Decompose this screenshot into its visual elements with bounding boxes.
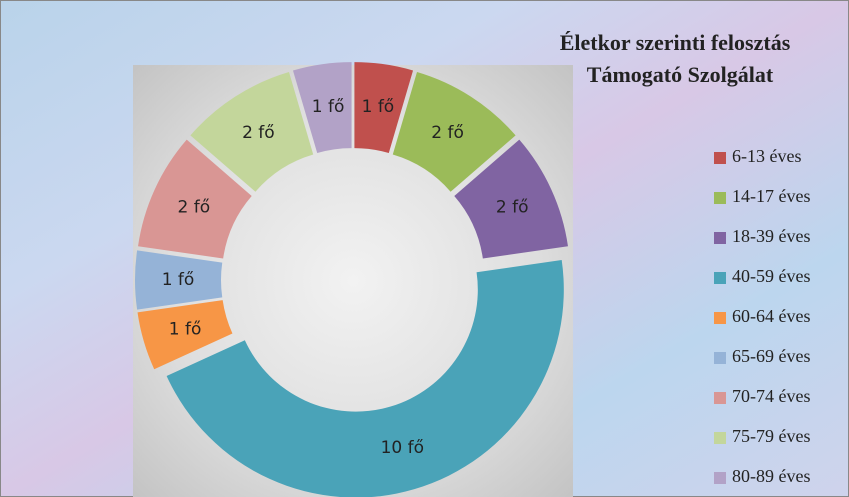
legend-label: 18-39 éves: [732, 226, 810, 246]
legend-swatch: [714, 272, 726, 284]
legend-swatch: [714, 232, 726, 244]
chart-title: Életkor szerinti felosztás: [560, 30, 791, 55]
data-label: 2 fő: [431, 123, 464, 143]
donut-segment: [166, 259, 564, 497]
donut-segment: [292, 62, 352, 154]
data-label: 10 fő: [381, 438, 424, 458]
legend-swatch: [714, 352, 726, 364]
legend-label: 14-17 éves: [732, 186, 810, 206]
donut-segment: [138, 139, 252, 259]
chart-subtitle: Támogató Szolgálat: [587, 62, 774, 87]
legend-label: 80-89 éves: [732, 466, 810, 486]
data-label: 1 fő: [362, 97, 395, 117]
legend-swatch: [714, 312, 726, 324]
donut-segment: [135, 250, 223, 310]
data-label: 1 fő: [162, 270, 195, 290]
legend-swatch: [714, 152, 726, 164]
legend-label: 6-13 éves: [732, 146, 801, 166]
legend-label: 40-59 éves: [732, 266, 810, 286]
data-label: 2 fő: [242, 123, 275, 143]
data-label: 2 fő: [496, 197, 529, 217]
data-label: 1 fő: [169, 319, 202, 339]
legend-swatch: [714, 432, 726, 444]
donut-segment: [392, 72, 516, 192]
data-label: 2 fő: [178, 197, 211, 217]
donut-segment: [354, 62, 414, 154]
data-label: 1 fő: [312, 97, 345, 117]
legend-label: 70-74 éves: [732, 386, 810, 406]
donut-segment: [454, 139, 568, 259]
donut-segment: [137, 300, 233, 370]
legend-label: 60-64 éves: [732, 306, 810, 326]
legend-label: 65-69 éves: [732, 346, 810, 366]
legend-swatch: [714, 472, 726, 484]
donut-segment: [190, 72, 314, 192]
legend-swatch: [714, 192, 726, 204]
legend-label: 75-79 éves: [732, 426, 810, 446]
legend-swatch: [714, 392, 726, 404]
